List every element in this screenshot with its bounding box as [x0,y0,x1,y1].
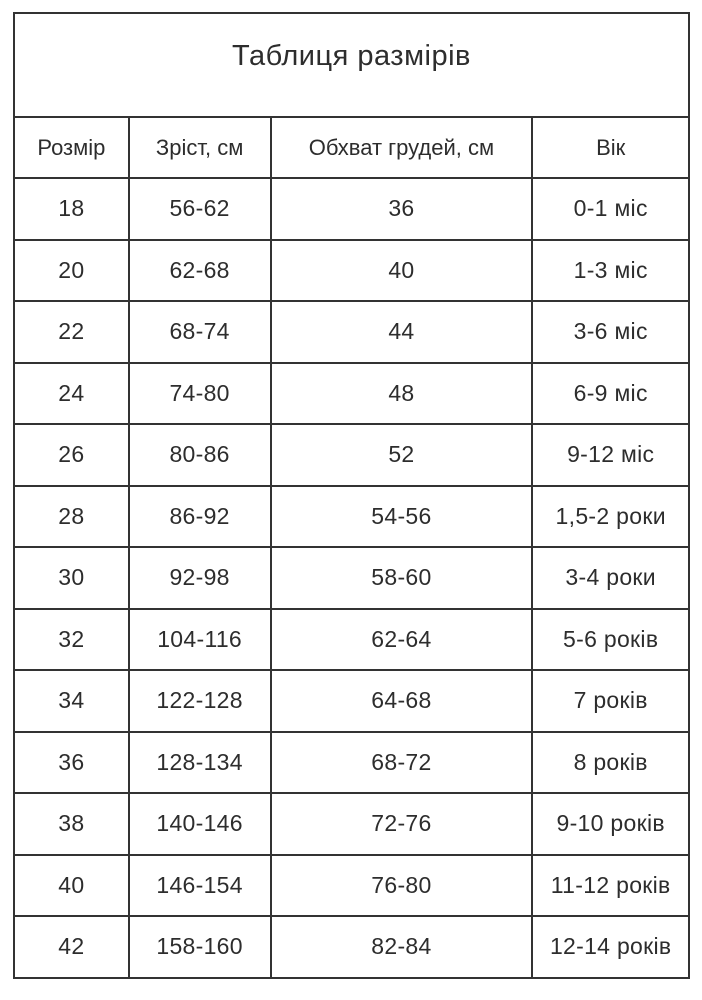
table-row: 28 86-92 54-56 1,5-2 роки [13,484,690,548]
table-title-row: Таблиця размірів [13,12,690,118]
table-header-row: Розмір Зріст, см Обхват грудей, см Вік [13,116,690,179]
table-row: 20 62-68 40 1-3 міс [13,238,690,302]
table-cell: 26 [13,423,130,487]
table-cell: 34 [13,669,130,733]
table-title: Таблиця размірів [13,12,690,118]
table-cell: 64-68 [269,669,534,733]
table-cell: 9-12 міс [531,423,690,487]
table-cell: 3-6 міс [531,300,690,364]
table-cell: 36 [269,177,534,241]
table-cell: 20 [13,238,130,302]
table-cell: 58-60 [269,546,534,610]
table-cell: 122-128 [127,669,272,733]
table-cell: 28 [13,484,130,548]
table-cell: 80-86 [127,423,272,487]
table-row: 38 140-146 72-76 9-10 років [13,792,690,856]
size-table: Таблиця размірів Розмір Зріст, см Обхват г… [13,12,690,979]
column-header: Розмір [13,116,130,179]
table-cell: 82-84 [269,915,534,979]
table-cell: 12-14 років [531,915,690,979]
size-table-body: 18 56-62 36 0-1 міс 20 62-68 40 1-3 міс 22 68-74 4… [13,177,690,979]
table-cell: 72-76 [269,792,534,856]
column-header: Зріст, см [127,116,272,179]
table-cell: 1,5-2 роки [531,484,690,548]
table-row: 18 56-62 36 0-1 міс [13,177,690,241]
table-cell: 128-134 [127,730,272,794]
table-cell: 6-9 міс [531,361,690,425]
table-cell: 52 [269,423,534,487]
table-cell: 22 [13,300,130,364]
table-cell: 62-68 [127,238,272,302]
table-cell: 11-12 років [531,853,690,917]
table-cell: 92-98 [127,546,272,610]
table-cell: 0-1 міс [531,177,690,241]
column-header: Обхват грудей, см [269,116,534,179]
table-cell: 56-62 [127,177,272,241]
table-cell: 7 років [531,669,690,733]
table-cell: 68-72 [269,730,534,794]
table-cell: 54-56 [269,484,534,548]
table-row: 32 104-116 62-64 5-6 років [13,607,690,671]
table-cell: 42 [13,915,130,979]
table-row: 42 158-160 82-84 12-14 років [13,915,690,979]
table-cell: 30 [13,546,130,610]
table-cell: 86-92 [127,484,272,548]
table-row: 40 146-154 76-80 11-12 років [13,853,690,917]
table-cell: 9-10 років [531,792,690,856]
size-table-head: Таблиця размірів Розмір Зріст, см Обхват г… [13,12,690,179]
table-cell: 76-80 [269,853,534,917]
table-cell: 158-160 [127,915,272,979]
table-row: 34 122-128 64-68 7 років [13,669,690,733]
table-cell: 24 [13,361,130,425]
table-cell: 44 [269,300,534,364]
table-cell: 38 [13,792,130,856]
table-cell: 104-116 [127,607,272,671]
table-cell: 68-74 [127,300,272,364]
table-row: 22 68-74 44 3-6 міс [13,300,690,364]
table-row: 26 80-86 52 9-12 міс [13,423,690,487]
table-cell: 40 [269,238,534,302]
table-cell: 48 [269,361,534,425]
table-cell: 8 років [531,730,690,794]
table-cell: 32 [13,607,130,671]
table-row: 30 92-98 58-60 3-4 роки [13,546,690,610]
table-cell: 40 [13,853,130,917]
table-row: 24 74-80 48 6-9 міс [13,361,690,425]
column-header: Вік [531,116,690,179]
table-cell: 36 [13,730,130,794]
table-cell: 3-4 роки [531,546,690,610]
table-cell: 74-80 [127,361,272,425]
table-cell: 62-64 [269,607,534,671]
table-cell: 18 [13,177,130,241]
table-cell: 146-154 [127,853,272,917]
table-cell: 140-146 [127,792,272,856]
table-cell: 1-3 міс [531,238,690,302]
table-row: 36 128-134 68-72 8 років [13,730,690,794]
table-cell: 5-6 років [531,607,690,671]
